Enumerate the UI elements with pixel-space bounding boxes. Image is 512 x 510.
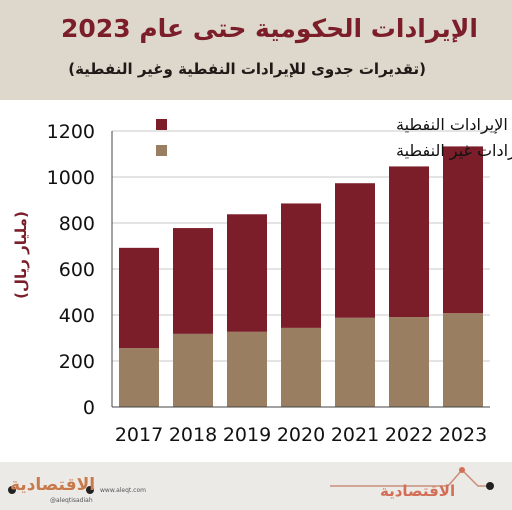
revenue-chart: 0 200 400 600 800 1000 1200 2017 2018 2019 2020 202… [12,115,512,446]
footer-dot-icon [86,486,94,494]
y-tick-label: 800 [59,213,95,235]
bar-segment [173,228,213,334]
footer-url: www.aleqt.com [100,487,146,494]
bar-segment [389,166,429,318]
bar-segment [227,331,267,407]
y-tick-label: 1000 [47,167,95,189]
page-title: الإيرادات الحكومية حتى عام 2023 [61,14,478,43]
legend-swatch [156,145,167,156]
x-tick-label: 2022 [385,424,433,446]
footer-dot-icon [8,486,16,494]
y-tick-label: 1200 [47,121,95,143]
y-tick-label: 200 [59,351,95,373]
y-tick-label: 400 [59,305,95,327]
brand-logo: الاقتصادية [10,475,96,495]
x-tick-label: 2021 [331,424,379,446]
chart-area: 0 200 400 600 800 1000 1200 2017 2018 2019 2020 202… [0,100,512,462]
bar-segment [227,214,267,332]
x-tick-label: 2020 [277,424,325,446]
brand-logo-secondary: الاقتصادية [380,482,456,500]
bars [119,146,483,407]
legend-label: تقديرات الإيرادات غير النفطية [396,141,512,161]
footer-line-graphic: www.aleqt.com @aleqtisadiah [8,467,494,504]
legend: تقديرات الإيرادات النفطية تقديرات الإيراد… [156,115,512,161]
bar-segment [335,183,375,318]
bar-segment [119,247,159,349]
x-tick-label: 2018 [169,424,217,446]
bar-segment [335,317,375,407]
footer-handle: @aleqtisadiah [50,497,93,504]
y-tick-label: 600 [59,259,95,281]
bar-segment [281,327,321,407]
axes: 0 200 400 600 800 1000 1200 2017 2018 2019 2020 202… [12,121,490,446]
bar-segment [281,203,321,328]
bar-segment [389,317,429,407]
y-axis-label: (مليار ريال) [12,211,30,299]
y-tick-label: 0 [83,397,95,419]
x-tick-label: 2017 [115,424,163,446]
bar-segment [443,146,483,314]
x-tick-label: 2019 [223,424,271,446]
footer-dot-icon [486,482,494,490]
x-tick-label: 2023 [439,424,487,446]
header-band [0,0,512,100]
bar-segment [173,333,213,407]
page-subtitle: (تقديرات جدوى للإيرادات النفطية وغير الن… [68,60,426,78]
bar-segment [119,348,159,407]
footer-dot-icon [459,467,465,473]
legend-swatch [156,119,167,130]
legend-label: تقديرات الإيرادات النفطية [396,115,512,135]
bar-segment [443,313,483,407]
